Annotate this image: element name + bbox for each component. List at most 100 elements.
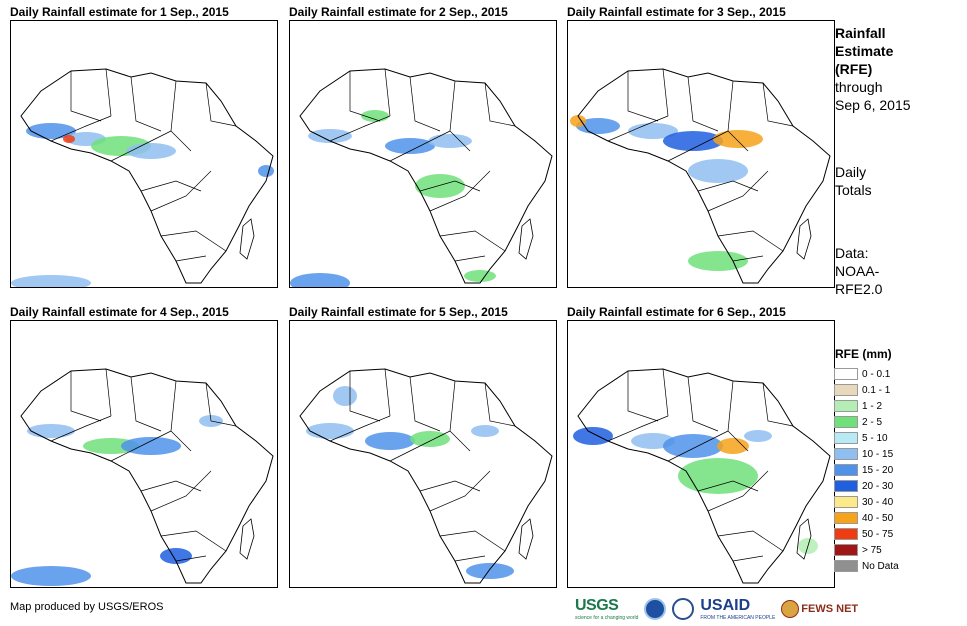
rainfall-map — [10, 20, 278, 288]
rainfall-area — [717, 438, 749, 454]
rainfall-map — [289, 20, 557, 288]
country-border — [140, 480, 202, 492]
country-border — [717, 530, 784, 552]
legend-label: 0 - 0.1 — [862, 368, 891, 380]
rainfall-area — [27, 424, 75, 438]
map-panel-3: Daily Rainfall estimate for 3 Sep., 2015 — [567, 4, 835, 288]
rainfall-area — [306, 423, 354, 439]
country-border — [762, 82, 794, 127]
legend-swatch — [834, 384, 858, 396]
country-border — [662, 368, 669, 417]
country-border — [697, 180, 759, 192]
rainfall-map — [567, 20, 835, 288]
country-border — [105, 368, 112, 417]
country-border — [732, 555, 764, 562]
usgs-logo-text: USGS — [575, 597, 619, 614]
rainfall-area — [744, 430, 772, 442]
logo-strip: USGS science for a changing world USAID … — [575, 595, 858, 623]
legend-item: 0.1 - 1 — [834, 382, 914, 398]
country-border — [70, 71, 102, 122]
legend-label: 1 - 2 — [862, 400, 883, 412]
country-border — [627, 71, 659, 122]
country-border — [707, 470, 769, 512]
country-border — [205, 382, 237, 427]
country-border — [717, 230, 784, 252]
legend-swatch — [834, 368, 858, 380]
legend-item: 40 - 50 — [834, 510, 914, 526]
country-border — [160, 230, 227, 252]
country-border — [707, 170, 769, 212]
country-border — [627, 371, 659, 422]
rainfall-area — [678, 458, 758, 494]
country-border — [150, 470, 212, 512]
legend-label: 2 - 5 — [862, 416, 883, 428]
legend-swatch — [834, 528, 858, 540]
country-border — [110, 130, 172, 162]
continent-outline — [20, 368, 274, 584]
rainfall-map — [289, 320, 557, 588]
continent-outline — [299, 368, 553, 584]
country-border — [50, 415, 112, 442]
country-border — [419, 180, 481, 192]
legend-swatch — [834, 464, 858, 476]
usaid-tagline: FROM THE AMERICAN PEOPLE — [700, 615, 776, 621]
panel-title: Daily Rainfall estimate for 5 Sep., 2015 — [289, 305, 508, 319]
usgs-tagline: science for a changing world — [575, 615, 639, 621]
panel-title: Daily Rainfall estimate for 1 Sep., 2015 — [10, 5, 229, 19]
country-border — [70, 371, 102, 422]
legend-swatch — [834, 512, 858, 524]
rainfall-map — [10, 320, 278, 588]
legend-label: No Data — [862, 560, 899, 572]
rainfall-area — [464, 270, 496, 282]
legend-label: 15 - 20 — [862, 464, 894, 476]
rainfall-area — [11, 566, 91, 586]
rainfall-area — [63, 135, 75, 143]
legend-swatch — [834, 448, 858, 460]
legend-item: 0 - 0.1 — [834, 366, 914, 382]
country-border — [687, 76, 719, 132]
country-border — [732, 255, 764, 262]
legend-swatch — [834, 544, 858, 556]
country-border — [175, 255, 207, 262]
continent-outline — [577, 368, 831, 584]
country-border — [419, 480, 481, 492]
legend-swatch — [834, 416, 858, 428]
rainfall-area — [385, 138, 435, 154]
country-border — [384, 368, 391, 417]
legend-item: 10 - 15 — [834, 446, 914, 462]
country-border — [170, 80, 192, 152]
title-line: Rainfall — [835, 25, 886, 41]
country-border — [150, 170, 212, 212]
title-line: Estimate — [835, 43, 894, 59]
legend-swatch — [834, 560, 858, 572]
legend-item: 15 - 20 — [834, 462, 914, 478]
source-name: NOAA- — [835, 263, 880, 279]
legend-label: 40 - 50 — [862, 512, 894, 524]
rainfall-area — [688, 159, 748, 183]
country-border — [110, 430, 172, 462]
legend-label: 50 - 75 — [862, 528, 894, 540]
legend-item: 1 - 2 — [834, 398, 914, 414]
island-outline — [239, 218, 255, 260]
country-border — [409, 376, 441, 432]
map-panel-5: Daily Rainfall estimate for 5 Sep., 2015 — [289, 304, 557, 588]
country-border — [130, 376, 162, 432]
usaid-logo-text: USAID — [700, 597, 751, 614]
panel-title: Daily Rainfall estimate for 6 Sep., 2015 — [567, 305, 786, 319]
usaid-seal-icon — [672, 598, 695, 620]
country-border — [607, 415, 669, 442]
country-border — [130, 76, 162, 132]
country-border — [50, 115, 112, 142]
globe-icon — [781, 600, 800, 618]
credit-text: Map produced by USGS/EROS — [10, 601, 164, 613]
country-border — [329, 115, 391, 142]
legend-label: 5 - 10 — [862, 432, 888, 444]
rainfall-area — [663, 434, 723, 458]
rainfall-area — [126, 143, 176, 159]
country-border — [349, 71, 381, 122]
legend-swatch — [834, 496, 858, 508]
country-border — [429, 470, 491, 512]
country-border — [662, 68, 669, 117]
country-border — [449, 380, 471, 452]
through-date: Sep 6, 2015 — [835, 97, 911, 113]
